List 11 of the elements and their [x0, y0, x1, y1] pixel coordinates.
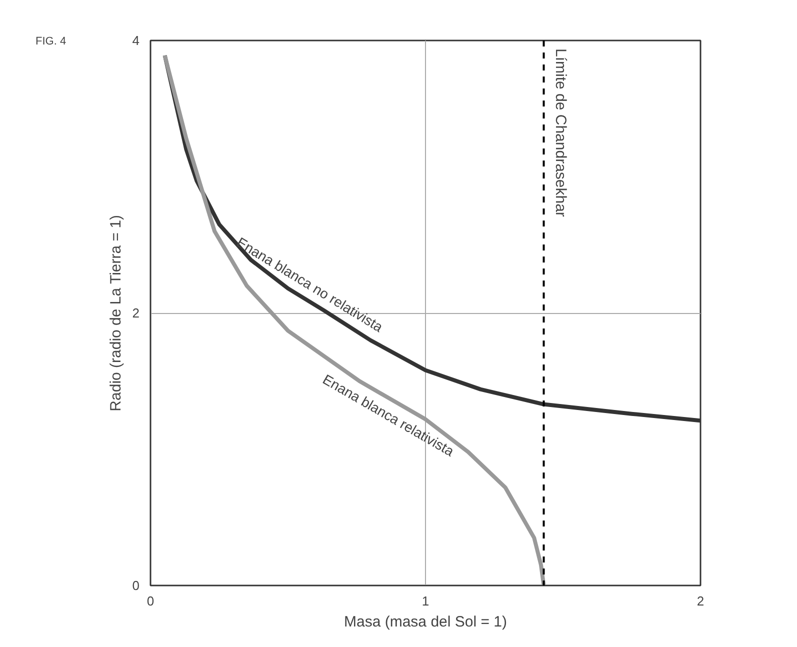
ref-line-label: Límite de Chandrasekhar — [552, 48, 569, 217]
y-tick-label: 4 — [132, 33, 140, 48]
x-tick-label: 2 — [696, 594, 704, 608]
x-tick-label: 1 — [422, 594, 430, 608]
y-tick-label: 2 — [132, 306, 140, 320]
x-axis-title: Masa (masa del Sol = 1) — [344, 614, 508, 630]
x-tick-label: 0 — [146, 594, 154, 608]
y-tick-label: 0 — [132, 578, 140, 593]
caption: FIG. 4 — [36, 36, 66, 48]
y-axis-title: Radio (radio de La Tierra = 1) — [107, 214, 124, 412]
line-series — [162, 53, 546, 586]
